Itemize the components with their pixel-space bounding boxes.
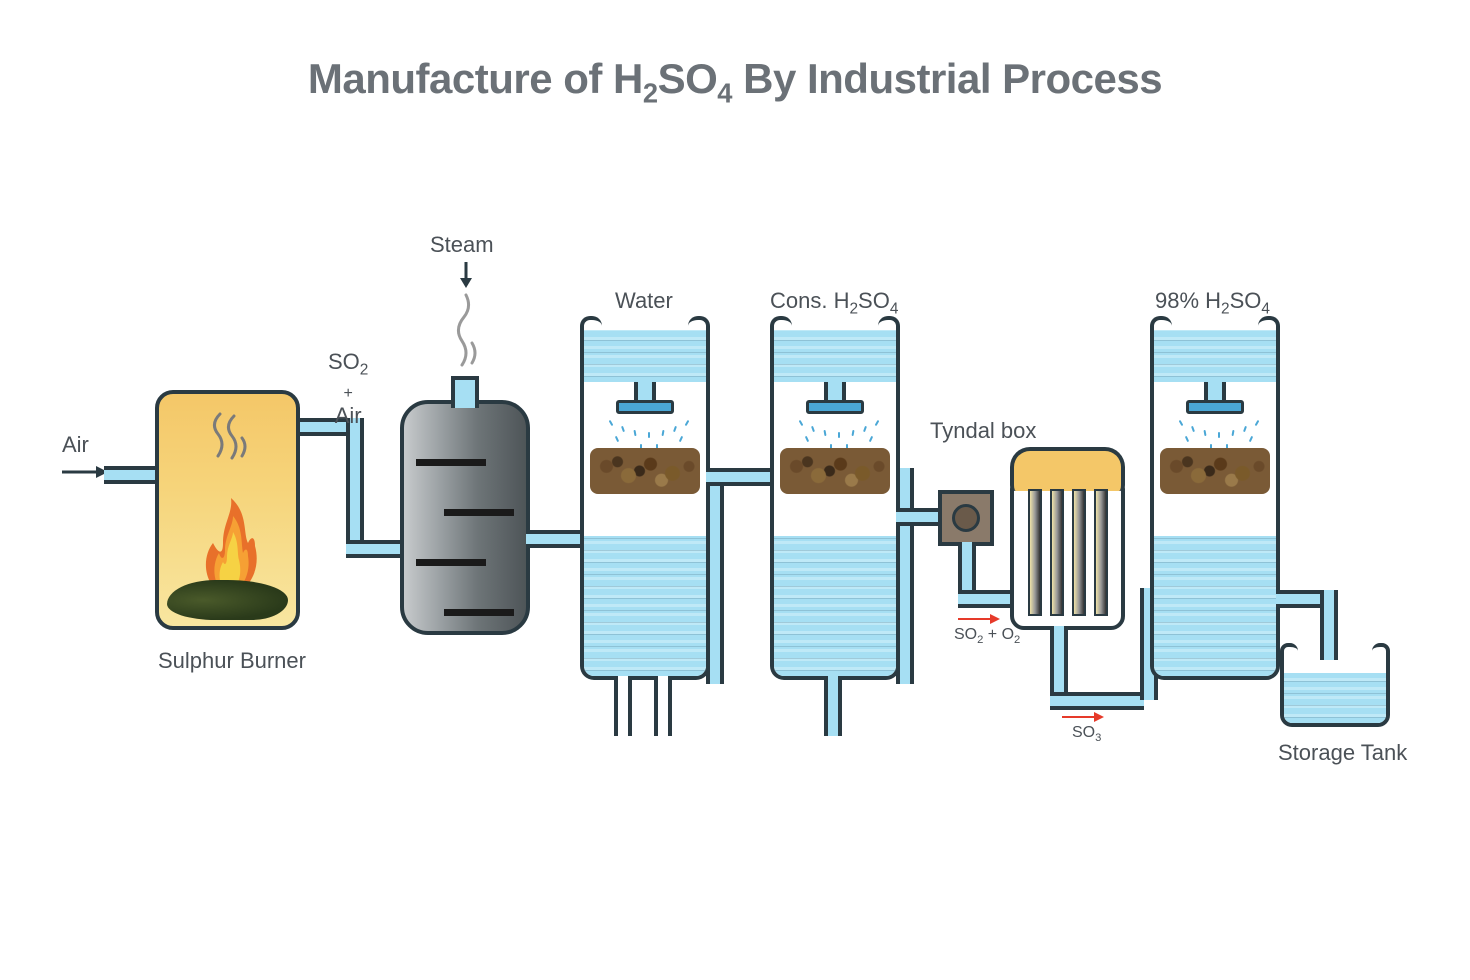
so2-text: SO (328, 349, 360, 374)
converter (1010, 475, 1125, 630)
pipe-p98-out-v (1320, 590, 1338, 660)
so3-sub: 3 (1095, 732, 1101, 744)
storage-tank-label: Storage Tank (1278, 740, 1407, 766)
tyndal-box (938, 490, 994, 546)
converter-tube (1050, 489, 1064, 616)
column-top-liquid (774, 330, 896, 382)
column-bottom-liquid (584, 536, 706, 676)
column-lip (1150, 316, 1172, 330)
column-neck (1204, 382, 1226, 400)
pipe-drain (654, 676, 672, 736)
p98-sub2: 4 (1261, 300, 1270, 317)
converter-tube (1094, 489, 1108, 616)
column-bottom-liquid (1154, 536, 1276, 676)
sulphur-burner (155, 390, 300, 630)
pipe-conv-out-v1 (1050, 626, 1068, 700)
cons-sub2: 4 (890, 300, 899, 317)
converter-tube (1072, 489, 1086, 616)
pipe-water-out-h (706, 468, 774, 486)
so2-air-label: SO2 + Air (328, 350, 368, 428)
p98-mid: SO (1230, 288, 1262, 313)
so2o2-mid: + O (983, 626, 1014, 643)
tank-liquid (1284, 673, 1386, 723)
so3-arrow-icon (1062, 716, 1102, 718)
steam-label: Steam (430, 232, 494, 258)
so3-pre: SO (1072, 724, 1095, 741)
p98-h2so4-label: 98% H2SO4 (1155, 288, 1270, 318)
pipe-vessel-out (526, 530, 584, 548)
packing-icon (780, 448, 890, 494)
column-top-liquid (584, 330, 706, 382)
cons-sub1: 2 (849, 300, 858, 317)
tank-lip (1372, 643, 1390, 655)
converter-dome (1010, 447, 1125, 491)
pipe-air-in (104, 466, 159, 484)
so2-o2-arrow-icon (958, 618, 998, 620)
p98-h2so4-absorber (1150, 330, 1280, 680)
converter-tube (1028, 489, 1042, 616)
cons-h2so4-label: Cons. H2SO4 (770, 288, 898, 318)
so3-label: SO3 (1072, 724, 1101, 744)
air-label: Air (62, 432, 89, 458)
cons-mid: SO (858, 288, 890, 313)
column-top-liquid (1154, 330, 1276, 382)
pipe-drain (824, 676, 842, 736)
column-lip (1258, 316, 1280, 330)
pipe-cons-out-v (896, 468, 914, 684)
steam-smoke-icon (452, 285, 482, 355)
tank-lip (1280, 643, 1298, 655)
column-neck (634, 382, 656, 400)
cons-pre: Cons. H (770, 288, 849, 313)
pipe-burner-out-h2 (346, 540, 404, 558)
vessel-tray (416, 459, 486, 466)
column-neck (824, 382, 846, 400)
spray-head (616, 400, 674, 414)
packing-icon (590, 448, 700, 494)
spray-head (806, 400, 864, 414)
column-lip (770, 316, 792, 330)
spray-head (1186, 400, 1244, 414)
so2-sub: 2 (360, 361, 369, 378)
pipe-burner-out-v (346, 418, 364, 544)
steam-arrow-icon (456, 260, 476, 288)
so2-air-text: Air (335, 403, 362, 428)
water-label: Water (615, 288, 673, 314)
air-arrow-icon (60, 462, 108, 482)
packing-icon (1160, 448, 1270, 494)
process-diagram: Air Sulphur Burner SO2 + Air Steam (0, 0, 1470, 980)
vessel-tray (444, 609, 514, 616)
column-bottom-liquid (774, 536, 896, 676)
p98-sub1: 2 (1221, 300, 1230, 317)
burner-smoke-icon (208, 406, 248, 461)
vessel-tray (444, 509, 514, 516)
pipe-p98-out-h (1276, 590, 1324, 608)
storage-tank (1280, 655, 1390, 727)
pipe-cons-out-h (896, 508, 942, 526)
column-lip (580, 316, 602, 330)
cons-h2so4-scrubber (770, 330, 900, 680)
column-lip (688, 316, 710, 330)
p98-pre: 98% H (1155, 288, 1221, 313)
column-lip (878, 316, 900, 330)
coal-icon (167, 580, 288, 620)
pipe-water-out-v (706, 468, 724, 684)
so2o2-sub2: 2 (1014, 634, 1020, 646)
pipe-conv-out-h (1050, 692, 1144, 710)
sulphur-burner-label: Sulphur Burner (158, 648, 306, 674)
pipe-drain (614, 676, 632, 736)
water-scrubber (580, 330, 710, 680)
pipe-tyndal-h (958, 590, 998, 608)
tyndal-label: Tyndal box (930, 418, 1036, 444)
so2-o2-label: SO2 + O2 (954, 626, 1020, 646)
so2o2-pre: SO (954, 626, 977, 643)
steam-vessel (400, 400, 530, 635)
vessel-tray (416, 559, 486, 566)
